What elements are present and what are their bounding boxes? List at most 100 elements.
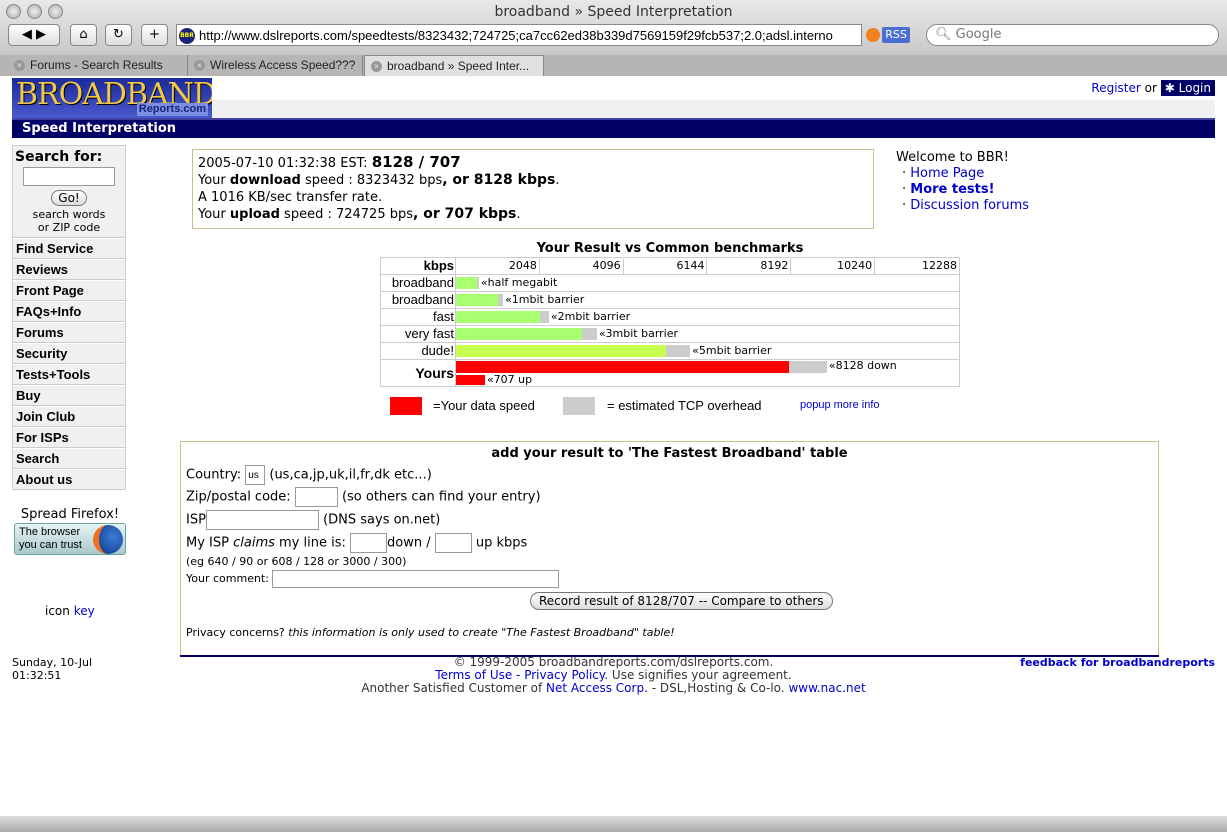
icon-key: icon key xyxy=(45,604,95,618)
zip-label: Zip/postal code: xyxy=(186,489,291,505)
url-bar[interactable]: http://www.dslreports.com/speedtests/832… xyxy=(176,24,862,46)
sidebar-item-join-club[interactable]: Join Club xyxy=(12,406,126,427)
discussion-forums-link[interactable]: Discussion forums xyxy=(910,198,1030,213)
nac-link[interactable]: Net Access Corp. xyxy=(546,681,648,695)
welcome-box: Welcome to BBR! · Home Page · More tests… xyxy=(896,150,1030,213)
tab-label: Forums - Search Results xyxy=(30,58,163,72)
sidebar-item-tests-tools[interactable]: Tests+Tools xyxy=(12,364,126,385)
bar-annotation: «3mbit barrier xyxy=(598,327,679,340)
close-tab-icon[interactable]: × xyxy=(14,60,25,71)
timestamp: 2005-07-10 01:32:38 EST: xyxy=(198,156,368,171)
comment-input[interactable] xyxy=(272,570,560,588)
download-annotation: «8128 down xyxy=(828,359,897,372)
sidebar-item-forums[interactable]: Forums xyxy=(12,322,126,343)
privacy-link[interactable]: Privacy Policy xyxy=(524,668,605,682)
benchmark-row: very fast «3mbit barrier xyxy=(381,326,959,343)
footer-divider xyxy=(180,655,1159,657)
sidebar-item-find-service[interactable]: Find Service xyxy=(12,238,126,259)
claimed-down-input[interactable] xyxy=(350,533,388,553)
tab-speed-interpretation[interactable]: × broadband » Speed Inter... xyxy=(364,55,544,76)
spread-firefox-banner[interactable]: Spread Firefox! The browser you can trust xyxy=(14,507,126,555)
add-bookmark-icon[interactable]: + xyxy=(141,24,168,46)
close-tab-icon[interactable]: × xyxy=(194,60,205,71)
login-button[interactable]: ✱ Login xyxy=(1160,80,1215,96)
reload-icon[interactable]: ↻ xyxy=(105,24,132,46)
close-window-button[interactable] xyxy=(6,4,21,19)
back-forward-button[interactable]: ◀ ▶ xyxy=(8,24,60,46)
row-label: dude! xyxy=(381,343,456,359)
home-icon[interactable]: ⌂ xyxy=(70,24,97,46)
sidebar-search-input[interactable] xyxy=(23,167,115,186)
zoom-window-button[interactable] xyxy=(48,4,63,19)
more-tests-link[interactable]: More tests! xyxy=(910,182,995,197)
home-page-link[interactable]: Home Page xyxy=(910,166,985,181)
snapback-icon[interactable] xyxy=(866,28,880,42)
tab-label: broadband » Speed Inter... xyxy=(387,59,530,73)
isp-input[interactable] xyxy=(205,510,319,530)
row-label: broadband xyxy=(381,292,456,308)
country-label: Country: xyxy=(186,467,242,483)
claimed-up-input[interactable] xyxy=(434,533,472,553)
sidebar-search: Search for: Go! search words or ZIP code xyxy=(12,145,126,238)
sidebar-item-security[interactable]: Security xyxy=(12,343,126,364)
chart-title: Your Result vs Common benchmarks xyxy=(536,241,804,256)
footer-center: © 1999-2005 broadbandreports.com/dslrepo… xyxy=(300,656,927,695)
sidebar-item-search[interactable]: Search xyxy=(12,448,126,469)
row-label: broadband xyxy=(381,275,456,291)
search-input[interactable]: 🔍︎ Google xyxy=(926,24,1219,46)
benchmark-bar xyxy=(456,328,582,340)
form-title: add your result to 'The Fastest Broadban… xyxy=(491,446,848,461)
sidebar: Search for: Go! search words or ZIP code… xyxy=(12,145,126,490)
upload-annotation: «707 up xyxy=(486,373,533,386)
bar-annotation: «1mbit barrier xyxy=(505,293,585,306)
legend-swatch-data xyxy=(390,397,422,415)
site-favicon: BBR xyxy=(179,28,195,44)
register-link[interactable]: Register xyxy=(1091,81,1141,95)
tick-label: 6144 xyxy=(624,259,708,274)
benchmark-chart: kbps 2048 4096 6144 8192 10240 12288 broadband «… xyxy=(380,257,960,387)
go-button[interactable]: Go! xyxy=(51,190,87,206)
page-title: Speed Interpretation xyxy=(12,118,1215,138)
broadbandreports-logo[interactable]: BROADBAND Reports.com xyxy=(12,78,212,118)
row-label: fast xyxy=(381,309,456,325)
sidebar-item-for-isps[interactable]: For ISPs xyxy=(12,427,126,448)
record-result-button[interactable]: Record result of 8128/707 -- Compare to … xyxy=(530,592,833,610)
sidebar-item-front-page[interactable]: Front Page xyxy=(12,280,126,301)
tick-label: 4096 xyxy=(540,259,624,274)
popup-more-info-link[interactable]: popup more info xyxy=(800,399,880,411)
account-links: Register or ✱ Login xyxy=(1091,80,1215,96)
legend-data-label: =Your data speed xyxy=(433,398,535,413)
sidebar-item-about-us[interactable]: About us xyxy=(12,469,126,490)
privacy-note: Privacy concerns? this information is on… xyxy=(186,626,675,639)
bar-annotation: «half megabit xyxy=(480,276,558,289)
axis-label: kbps xyxy=(381,258,456,274)
transfer-rate: A 1016 KB/sec transfer rate. xyxy=(198,190,383,205)
legend-overhead-label: = estimated TCP overhead xyxy=(607,398,762,413)
minimize-window-button[interactable] xyxy=(27,4,42,19)
firefox-logo-icon xyxy=(93,525,123,554)
download-line: Your download speed : 8323432 bps, or 81… xyxy=(198,172,560,188)
search-label: Search for: xyxy=(15,149,103,165)
zip-input[interactable] xyxy=(294,487,338,507)
benchmark-bar xyxy=(456,294,498,306)
sidebar-item-buy[interactable]: Buy xyxy=(12,385,126,406)
terms-link[interactable]: Terms of Use xyxy=(435,668,513,682)
benchmark-bar xyxy=(456,277,477,289)
tab-wireless[interactable]: × Wireless Access Speed??? xyxy=(188,55,363,76)
tab-forums[interactable]: × Forums - Search Results xyxy=(8,55,188,76)
legend-swatch-overhead xyxy=(563,397,595,415)
close-tab-icon[interactable]: × xyxy=(371,61,382,72)
benchmark-bar xyxy=(456,345,666,357)
search-hint: search words xyxy=(32,208,106,221)
fastest-broadband-form: add your result to 'The Fastest Broadban… xyxy=(180,441,1159,656)
icon-key-link[interactable]: key xyxy=(73,604,95,618)
tab-bar xyxy=(0,55,1227,76)
country-input[interactable] xyxy=(245,465,266,485)
bar-annotation: «2mbit barrier xyxy=(550,310,631,323)
feedback-link[interactable]: feedback for broadbandreports xyxy=(1020,656,1215,669)
nac-url-link[interactable]: www.nac.net xyxy=(788,681,866,695)
upload-line: Your upload speed : 724725 bps, or 707 k… xyxy=(198,206,521,222)
sidebar-item-reviews[interactable]: Reviews xyxy=(12,259,126,280)
rss-button[interactable]: RSS xyxy=(882,27,910,43)
sidebar-item-faqs-info[interactable]: FAQs+Info xyxy=(12,301,126,322)
